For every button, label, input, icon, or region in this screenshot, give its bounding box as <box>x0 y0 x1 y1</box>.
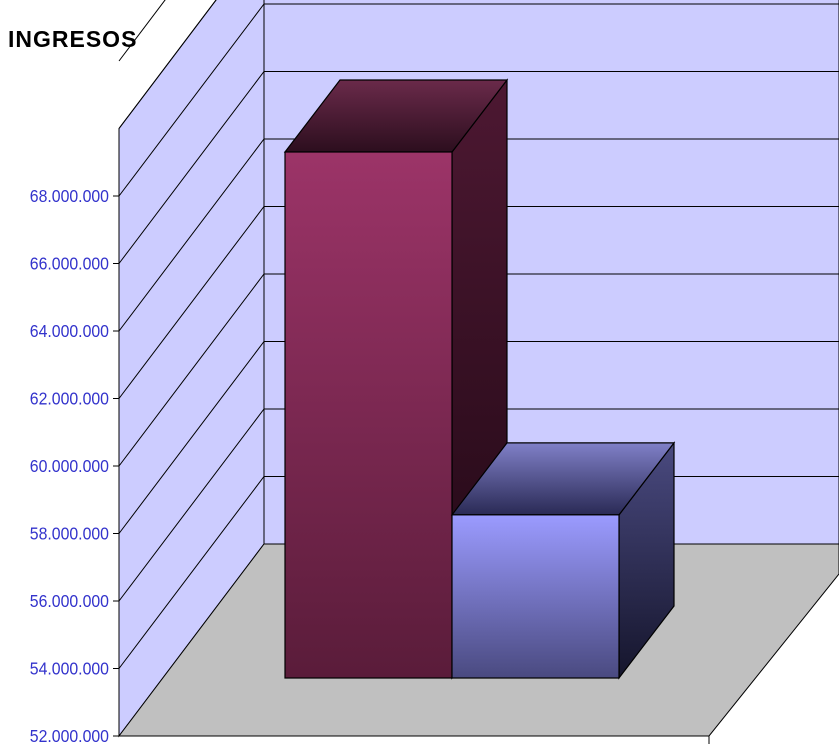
gridline <box>118 341 839 534</box>
bar-front <box>451 514 620 679</box>
y-tick-label: 58.000.000 <box>30 524 109 544</box>
gridline <box>118 206 839 399</box>
chart-title: INGRESOS <box>8 26 138 52</box>
bar-front <box>284 151 453 679</box>
gridline <box>118 138 839 332</box>
y-tick-label: 62.000.000 <box>30 389 109 409</box>
y-tick-label: 52.000.000 <box>30 726 109 746</box>
bar <box>450 441 676 680</box>
gridline <box>118 273 839 467</box>
gridline <box>118 0 217 129</box>
y-tick-label: 60.000.000 <box>30 456 109 476</box>
y-tick-label: 68.000.000 <box>30 186 109 206</box>
bar <box>283 78 509 680</box>
y-tick-label: 64.000.000 <box>30 321 109 341</box>
gridline <box>118 71 839 264</box>
y-tick-label: 56.000.000 <box>30 591 109 611</box>
gridline <box>118 408 839 602</box>
gridline <box>118 3 839 197</box>
y-tick-label: 66.000.000 <box>30 254 109 274</box>
y-tick-label: 54.000.000 <box>30 659 109 679</box>
